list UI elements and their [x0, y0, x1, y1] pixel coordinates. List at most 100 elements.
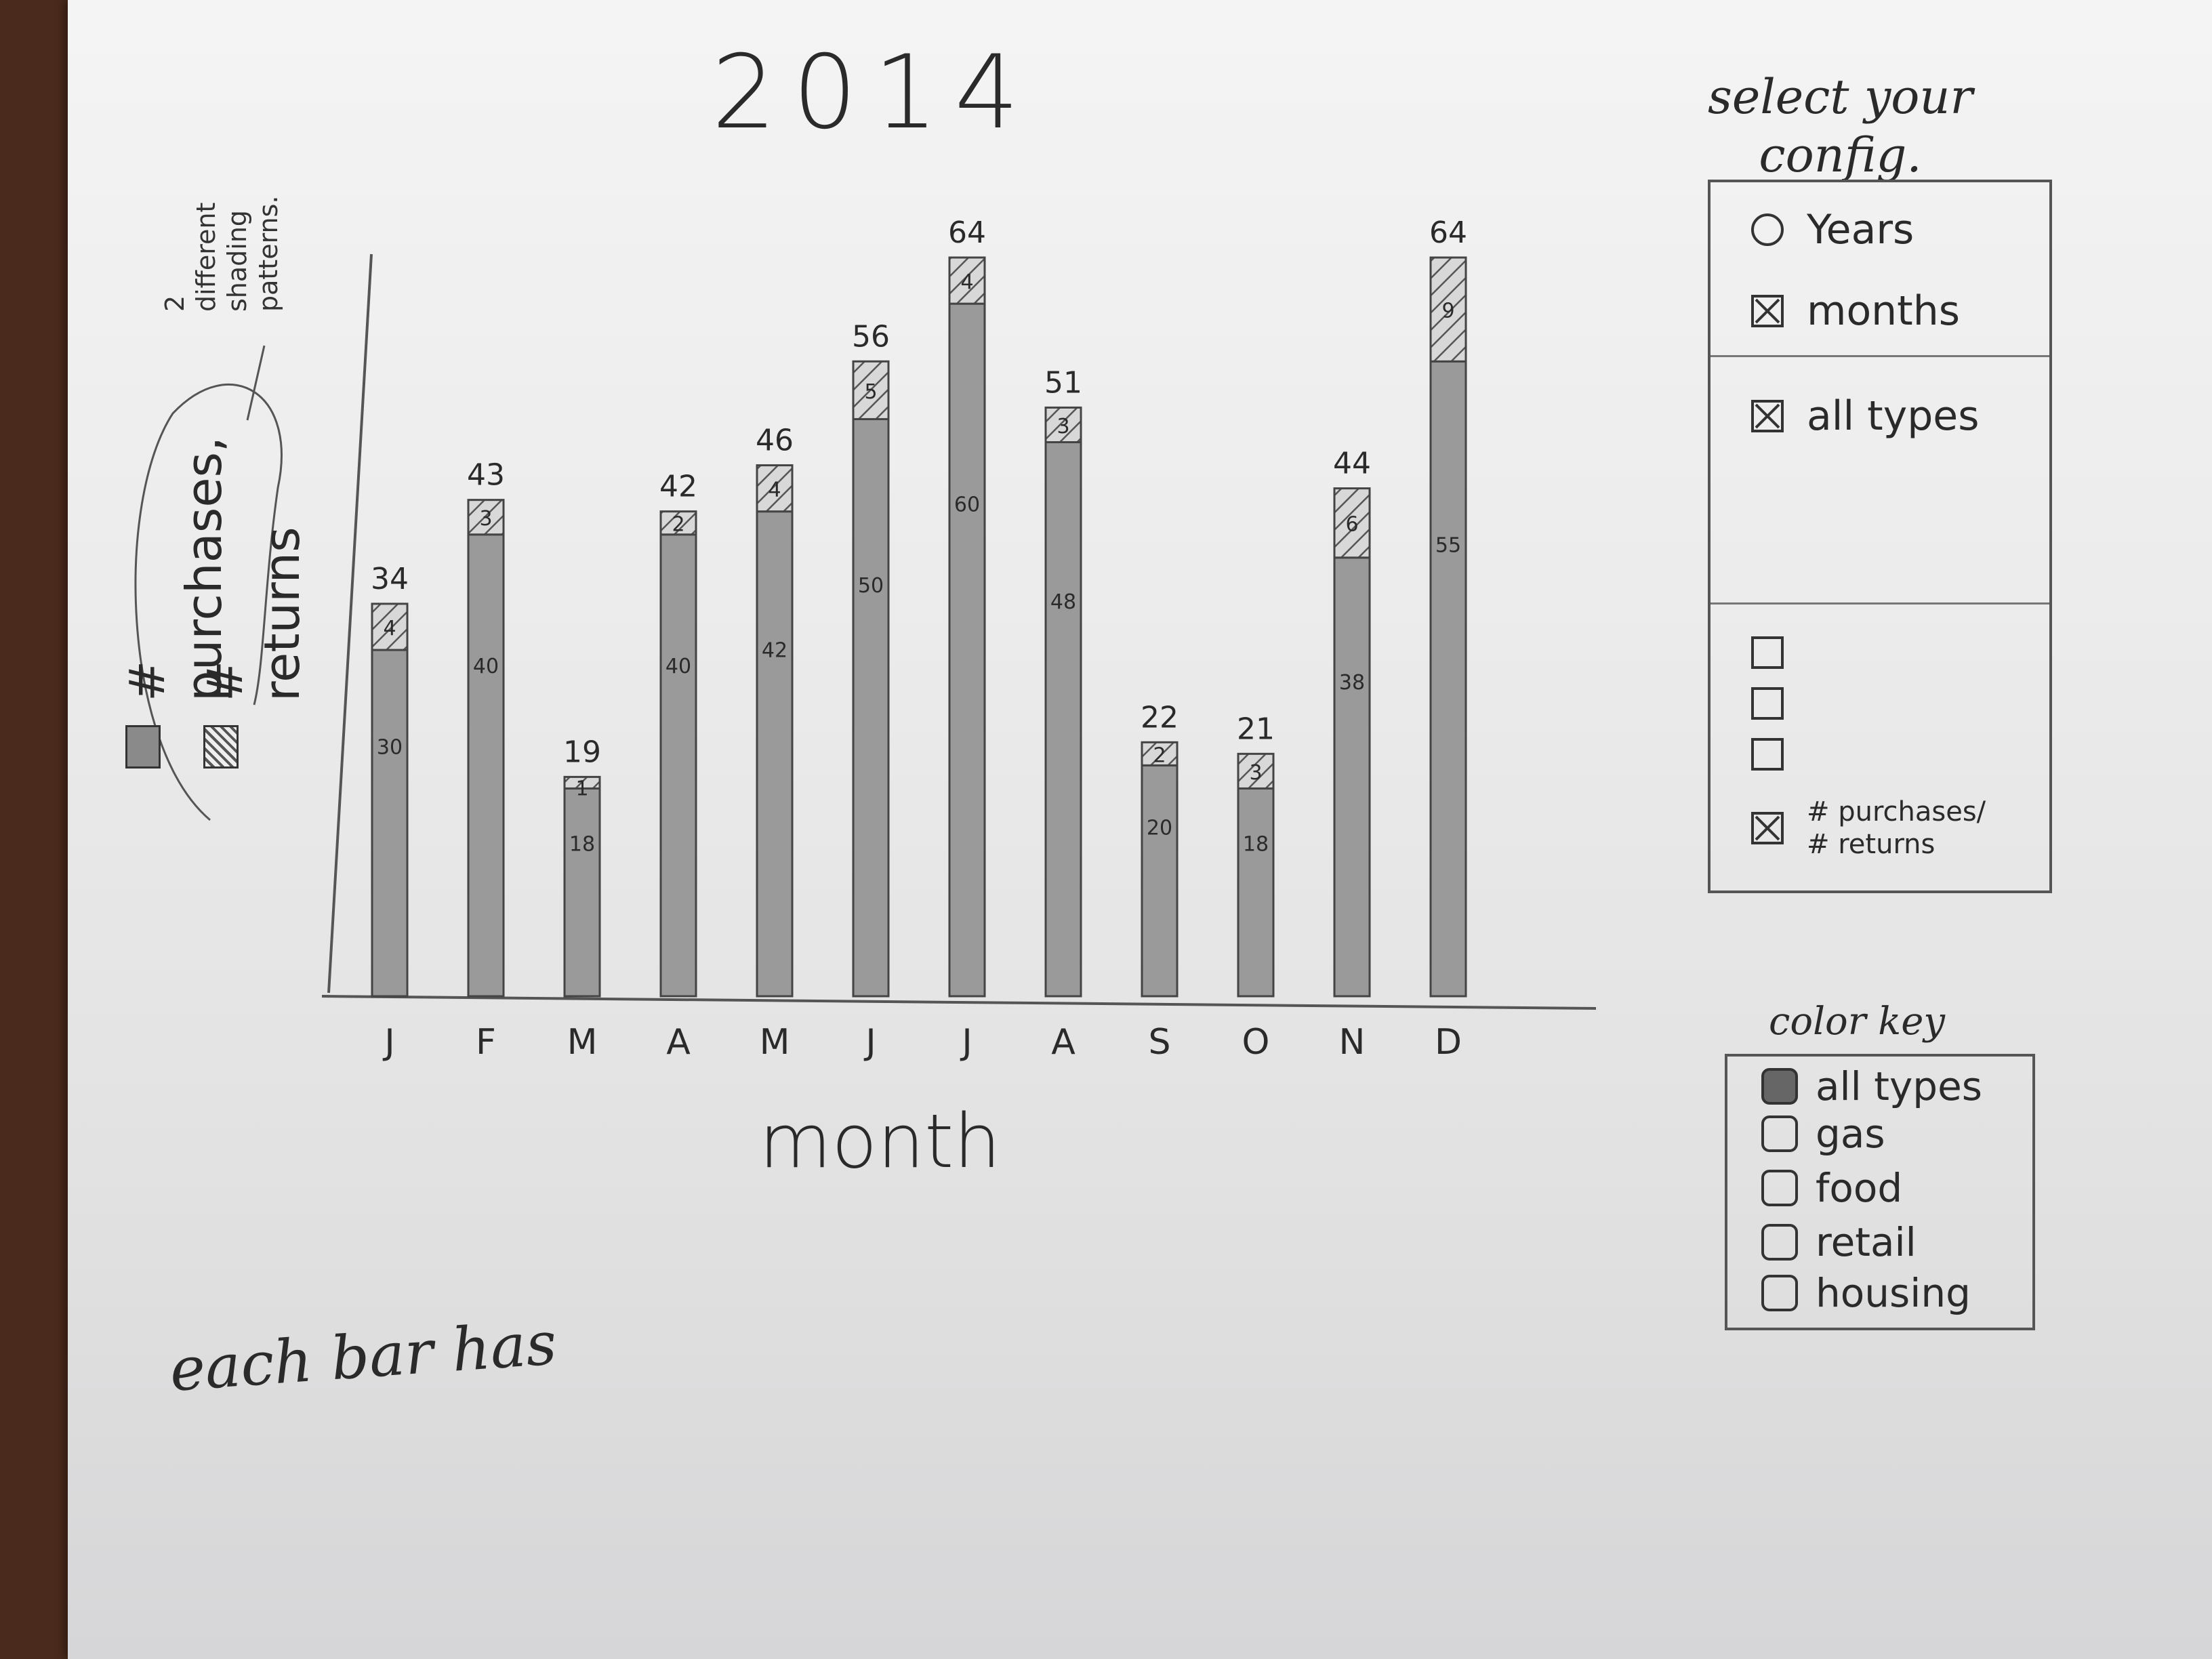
config-title: select your config.: [1708, 69, 1973, 183]
option-months[interactable]: months: [1751, 287, 1960, 335]
all-types-label: all types: [1807, 392, 1980, 440]
label-total-7: 64: [948, 216, 986, 250]
bar-purchases-11: [1333, 556, 1371, 998]
key-label-all-types: all types: [1816, 1063, 1982, 1109]
label-returns-7: 4: [960, 270, 973, 294]
key-label-housing: housing: [1816, 1270, 1971, 1316]
option-blank-1[interactable]: [1751, 636, 1784, 669]
label-returns-12: 9: [1441, 300, 1454, 323]
label-returns-8: 3: [1057, 415, 1069, 438]
label-returns-4: 2: [672, 513, 684, 537]
color-key-panel: all types gas food retail housing: [1725, 1054, 2035, 1330]
bar-purchases-1: [371, 649, 409, 998]
label-returns-6: 5: [864, 380, 877, 404]
purchases-returns-label: # purchases/ # returns: [1807, 796, 1986, 860]
label-returns-11: 6: [1345, 513, 1358, 537]
config-divider-2: [1711, 602, 2049, 605]
color-key-title: color key: [1769, 1000, 1945, 1044]
label-returns-2: 3: [479, 507, 492, 531]
tick-label-7: J: [960, 1022, 972, 1063]
retail-swatch[interactable]: [1761, 1224, 1798, 1261]
label-purchases-7: 60: [954, 493, 980, 517]
option-blank-3[interactable]: [1751, 738, 1784, 771]
label-total-12: 64: [1429, 216, 1467, 250]
months-checkbox[interactable]: [1751, 295, 1784, 327]
label-purchases-5: 42: [762, 638, 787, 662]
option-blank-2[interactable]: [1751, 687, 1784, 720]
label-returns-3: 1: [575, 777, 588, 800]
tick-label-3: M: [567, 1022, 598, 1063]
label-purchases-3: 18: [569, 832, 595, 856]
tick-label-4: A: [666, 1022, 691, 1063]
chart-legend: # purchases, # returns 2 different shadi…: [108, 149, 310, 827]
label-purchases-6: 50: [858, 574, 884, 598]
years-label: Years: [1807, 206, 1914, 253]
key-item-gas[interactable]: gas: [1761, 1111, 1885, 1157]
bar-purchases-8: [1044, 441, 1082, 998]
bar-returns-12: [1429, 256, 1467, 363]
tick-label-2: F: [476, 1022, 496, 1063]
label-purchases-9: 20: [1147, 817, 1172, 840]
bar-purchases-6: [852, 417, 890, 998]
key-label-food: food: [1816, 1165, 1903, 1211]
bar-returns-7: [948, 256, 986, 305]
tick-label-11: N: [1339, 1022, 1366, 1063]
food-swatch[interactable]: [1761, 1170, 1798, 1206]
bar-purchases-4: [659, 533, 697, 998]
label-total-11: 44: [1333, 447, 1371, 481]
key-item-food[interactable]: food: [1761, 1165, 1902, 1211]
housing-swatch[interactable]: [1761, 1275, 1798, 1311]
key-label-gas: gas: [1816, 1111, 1885, 1157]
key-item-housing[interactable]: housing: [1761, 1270, 1971, 1316]
option-years[interactable]: Years: [1751, 206, 1914, 253]
config-panel: Years months all types # purchases/ # re…: [1708, 180, 2052, 893]
bar-purchases-5: [756, 510, 794, 998]
bar-returns-10: [1237, 752, 1275, 790]
bar-purchases-2: [467, 533, 505, 998]
label-purchases-11: 38: [1339, 671, 1365, 695]
tick-label-6: J: [863, 1022, 876, 1063]
label-purchases-1: 30: [377, 735, 403, 759]
tick-label-10: O: [1242, 1022, 1270, 1063]
label-purchases-8: 48: [1050, 590, 1076, 614]
option-all-types[interactable]: all types: [1751, 392, 1979, 440]
key-item-all-types[interactable]: all types: [1761, 1063, 1982, 1109]
label-total-10: 21: [1237, 712, 1275, 746]
x-axis-label: month: [759, 1098, 1002, 1185]
option-purchases-returns[interactable]: # purchases/ # returns: [1751, 796, 1986, 861]
all-types-swatch[interactable]: [1761, 1068, 1798, 1105]
label-purchases-2: 40: [473, 655, 499, 678]
bar-purchases-9: [1141, 764, 1179, 998]
bar-purchases-12: [1429, 360, 1467, 998]
label-total-8: 51: [1044, 365, 1082, 400]
bar-returns-5: [756, 464, 794, 513]
label-total-3: 19: [563, 735, 601, 769]
bar-returns-11: [1333, 487, 1371, 559]
years-radio[interactable]: [1751, 213, 1784, 246]
tick-label-1: J: [382, 1022, 394, 1063]
gas-swatch[interactable]: [1761, 1115, 1798, 1152]
bar-purchases-7: [948, 302, 986, 998]
x-axis-line: [321, 995, 1597, 1010]
purchases-returns-checkbox[interactable]: [1751, 812, 1784, 844]
y-axis-line: [327, 253, 373, 994]
all-types-checkbox[interactable]: [1751, 400, 1784, 432]
key-label-retail: retail: [1816, 1219, 1917, 1265]
label-returns-5: 4: [768, 478, 781, 502]
chart-title: 2014: [712, 34, 1036, 152]
bar-returns-1: [371, 602, 409, 651]
tick-label-5: M: [760, 1022, 790, 1063]
blank-checkbox-1[interactable]: [1751, 636, 1784, 669]
label-returns-10: 3: [1249, 761, 1262, 785]
legend-swatch-returns: [203, 725, 239, 769]
blank-checkbox-2[interactable]: [1751, 687, 1784, 720]
key-item-retail[interactable]: retail: [1761, 1219, 1917, 1265]
blank-checkbox-3[interactable]: [1751, 738, 1784, 771]
label-purchases-12: 55: [1435, 533, 1461, 557]
bar-purchases-10: [1237, 787, 1275, 998]
label-total-4: 42: [659, 470, 697, 504]
months-label: months: [1807, 287, 1960, 335]
bar-returns-4: [659, 510, 697, 536]
label-total-9: 22: [1141, 700, 1179, 735]
